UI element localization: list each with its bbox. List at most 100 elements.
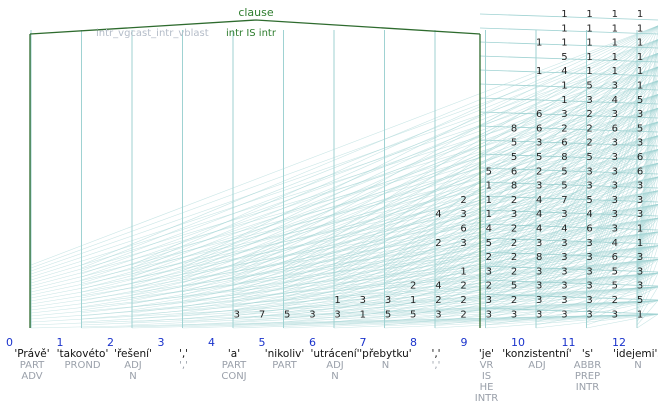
- cell-count[interactable]: 5: [561, 181, 567, 192]
- cell-count[interactable]: 6: [561, 138, 567, 149]
- cell-count[interactable]: 1: [586, 52, 592, 63]
- cell-count[interactable]: 8: [536, 252, 542, 263]
- token-index[interactable]: 12: [612, 336, 626, 349]
- cell-count[interactable]: 5: [511, 152, 517, 163]
- cell-count[interactable]: 4: [612, 238, 618, 249]
- cell-count[interactable]: 1: [612, 66, 618, 77]
- cell-count[interactable]: 2: [586, 138, 592, 149]
- cell-count[interactable]: 3: [637, 252, 643, 263]
- cell-count[interactable]: 1: [637, 309, 643, 320]
- cell-count[interactable]: 5: [410, 309, 416, 320]
- cell-count[interactable]: 1: [561, 81, 567, 92]
- cell-count[interactable]: 3: [612, 166, 618, 177]
- cell-count[interactable]: 2: [511, 238, 517, 249]
- token-index[interactable]: 11: [562, 336, 576, 349]
- cell-count[interactable]: 3: [637, 209, 643, 220]
- cell-count[interactable]: 6: [637, 152, 643, 163]
- token-word[interactable]: 'takovéto': [57, 348, 109, 360]
- cell-count[interactable]: 3: [486, 309, 492, 320]
- cell-count[interactable]: 2: [435, 238, 441, 249]
- token-word[interactable]: 's': [582, 348, 593, 360]
- cell-count[interactable]: 3: [612, 181, 618, 192]
- cell-count[interactable]: 1: [612, 38, 618, 49]
- cell-count[interactable]: 2: [511, 266, 517, 277]
- cell-count[interactable]: 1: [612, 52, 618, 63]
- cell-count[interactable]: 2: [561, 123, 567, 134]
- cell-count[interactable]: 8: [561, 152, 567, 163]
- cell-count[interactable]: 3: [536, 238, 542, 249]
- cell-count[interactable]: 1: [637, 81, 643, 92]
- cell-count[interactable]: 3: [612, 81, 618, 92]
- cell-count[interactable]: 6: [460, 224, 466, 235]
- cell-count[interactable]: 4: [486, 224, 492, 235]
- cell-count[interactable]: 8: [511, 181, 517, 192]
- cell-count[interactable]: 2: [511, 195, 517, 206]
- edge-label-vgcast[interactable]: intr_vgcast_intr_vblast: [96, 28, 209, 39]
- token-word[interactable]: 'utrácení': [310, 348, 359, 360]
- cell-count[interactable]: 1: [486, 195, 492, 206]
- cell-count[interactable]: 6: [536, 123, 542, 134]
- token-word[interactable]: 'a': [228, 348, 240, 360]
- cell-count[interactable]: 2: [460, 295, 466, 306]
- cell-count[interactable]: 1: [637, 224, 643, 235]
- cell-count[interactable]: 3: [586, 181, 592, 192]
- cell-count[interactable]: 1: [334, 295, 340, 306]
- cell-count[interactable]: 3: [612, 109, 618, 120]
- cell-count[interactable]: 6: [586, 224, 592, 235]
- cell-count[interactable]: 3: [586, 252, 592, 263]
- cell-count[interactable]: 3: [334, 309, 340, 320]
- cell-count[interactable]: 3: [561, 209, 567, 220]
- cell-count[interactable]: 3: [561, 252, 567, 263]
- cell-count[interactable]: 7: [259, 309, 265, 320]
- cell-count[interactable]: 2: [460, 281, 466, 292]
- cell-count[interactable]: 5: [385, 309, 391, 320]
- cell-count[interactable]: 3: [561, 281, 567, 292]
- token-index[interactable]: 9: [461, 336, 468, 349]
- cell-count[interactable]: 6: [536, 109, 542, 120]
- token-index[interactable]: 10: [511, 336, 525, 349]
- cell-count[interactable]: 5: [511, 138, 517, 149]
- edge-label-is[interactable]: intr IS intr: [226, 28, 277, 39]
- cell-count[interactable]: 3: [586, 281, 592, 292]
- cell-count[interactable]: 3: [561, 295, 567, 306]
- cell-count[interactable]: 1: [561, 38, 567, 49]
- cell-count[interactable]: 3: [561, 266, 567, 277]
- cell-count[interactable]: 6: [612, 252, 618, 263]
- cell-count[interactable]: 4: [612, 95, 618, 106]
- cell-count[interactable]: 6: [612, 123, 618, 134]
- cell-count[interactable]: 3: [637, 266, 643, 277]
- cell-count[interactable]: 3: [637, 281, 643, 292]
- cell-count[interactable]: 1: [561, 95, 567, 106]
- cell-count[interactable]: 3: [536, 281, 542, 292]
- token-index[interactable]: 5: [259, 336, 266, 349]
- cell-count[interactable]: 5: [511, 281, 517, 292]
- cell-count[interactable]: 5: [637, 295, 643, 306]
- cell-count[interactable]: 2: [486, 252, 492, 263]
- token-index[interactable]: 8: [410, 336, 417, 349]
- root-node-label[interactable]: clause: [238, 6, 274, 19]
- cell-count[interactable]: 3: [435, 309, 441, 320]
- token-word[interactable]: 'Právě': [14, 348, 49, 360]
- token-index[interactable]: 0: [6, 336, 13, 349]
- cell-count[interactable]: 3: [612, 209, 618, 220]
- token-index[interactable]: 7: [360, 336, 367, 349]
- token-word[interactable]: 'přebytku': [359, 348, 411, 360]
- cell-count[interactable]: 2: [460, 309, 466, 320]
- cell-count[interactable]: 2: [586, 109, 592, 120]
- token-index[interactable]: 4: [208, 336, 215, 349]
- cell-count[interactable]: 5: [612, 281, 618, 292]
- cell-count[interactable]: 1: [637, 52, 643, 63]
- cell-count[interactable]: 2: [586, 123, 592, 134]
- cell-count[interactable]: 3: [486, 295, 492, 306]
- cell-count[interactable]: 5: [486, 166, 492, 177]
- cell-count[interactable]: 1: [612, 23, 618, 34]
- cell-count[interactable]: 3: [561, 238, 567, 249]
- cell-count[interactable]: 3: [586, 309, 592, 320]
- cell-count[interactable]: 2: [486, 281, 492, 292]
- cell-count[interactable]: 5: [637, 95, 643, 106]
- cell-count[interactable]: 3: [637, 109, 643, 120]
- cell-count[interactable]: 1: [612, 9, 618, 20]
- cell-count[interactable]: 4: [586, 209, 592, 220]
- cell-count[interactable]: 2: [460, 195, 466, 206]
- token-word[interactable]: 'je': [479, 348, 494, 360]
